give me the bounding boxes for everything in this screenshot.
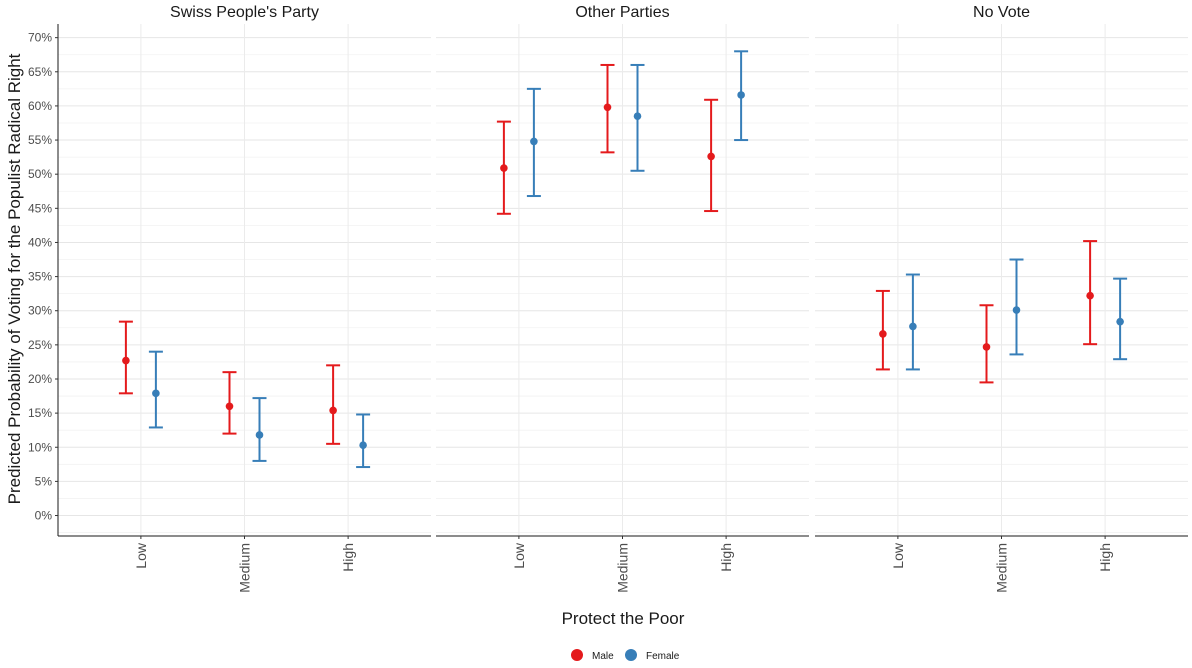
y-tick-label: 60% xyxy=(28,99,52,113)
y-tick-label: 65% xyxy=(28,65,52,79)
x-tick-label: Low xyxy=(511,542,527,569)
data-point xyxy=(1012,306,1021,314)
facet-title: No Vote xyxy=(973,4,1030,21)
data-point xyxy=(225,402,234,411)
data-point xyxy=(603,103,612,112)
facet-title: Other Parties xyxy=(575,4,669,21)
data-point xyxy=(1116,317,1124,326)
data-point xyxy=(633,112,642,120)
y-tick-label: 35% xyxy=(28,270,52,284)
legend-key xyxy=(571,649,583,661)
facet-panel: No Vote Low Medium High xyxy=(815,4,1188,593)
data-point xyxy=(530,137,538,146)
x-tick-label: Medium xyxy=(615,543,631,593)
legend-key xyxy=(625,649,637,661)
y-tick-label: 50% xyxy=(28,167,52,181)
facet-title: Swiss People's Party xyxy=(170,4,319,21)
legend-label: Male xyxy=(592,651,614,662)
y-tick-label: 55% xyxy=(28,133,52,147)
y-tick-label: 40% xyxy=(28,235,52,249)
data-point xyxy=(879,330,887,338)
legend-item: Female xyxy=(625,649,680,662)
data-point xyxy=(359,441,367,450)
x-tick-label: Low xyxy=(890,542,906,569)
y-tick-label: 10% xyxy=(28,440,52,454)
data-point xyxy=(152,389,160,398)
y-tick-label: 30% xyxy=(28,304,52,318)
data-point xyxy=(737,91,745,99)
y-tick-label: 45% xyxy=(28,201,52,215)
legend: Male Female xyxy=(571,649,680,662)
facet-panel: Swiss People's Party Low Medium High xyxy=(58,4,431,593)
y-tick-label: 25% xyxy=(28,338,52,352)
y-tick-label: 15% xyxy=(28,406,52,420)
legend-label: Female xyxy=(646,651,680,662)
data-point xyxy=(122,356,130,365)
data-point xyxy=(982,343,991,351)
x-tick-label: High xyxy=(340,543,356,572)
y-tick-label: 70% xyxy=(28,31,52,45)
data-point xyxy=(909,322,917,331)
x-axis-title: Protect the Poor xyxy=(562,609,685,628)
data-point xyxy=(1086,291,1094,300)
y-tick-label: 20% xyxy=(28,372,52,386)
data-point xyxy=(500,164,508,172)
x-tick-label: Medium xyxy=(994,543,1010,593)
facet-panel: Other Parties Low Medium High xyxy=(436,4,809,593)
y-tick-label: 0% xyxy=(35,509,53,523)
x-tick-label: Low xyxy=(133,542,149,569)
x-tick-label: High xyxy=(1097,543,1113,572)
data-point xyxy=(707,152,715,161)
y-axis-title: Predicted Probability of Voting for the … xyxy=(5,53,24,504)
y-axis: 0% 5% 10% 15% 20% 25% 30% 35% 40% 45% 50% 55% 60% 65%… xyxy=(28,24,59,536)
legend-item: Male xyxy=(571,649,614,662)
y-tick-label: 5% xyxy=(35,474,53,488)
x-tick-label: Medium xyxy=(237,543,253,593)
data-point xyxy=(329,406,337,415)
x-tick-label: High xyxy=(718,543,734,572)
data-point xyxy=(255,431,264,439)
